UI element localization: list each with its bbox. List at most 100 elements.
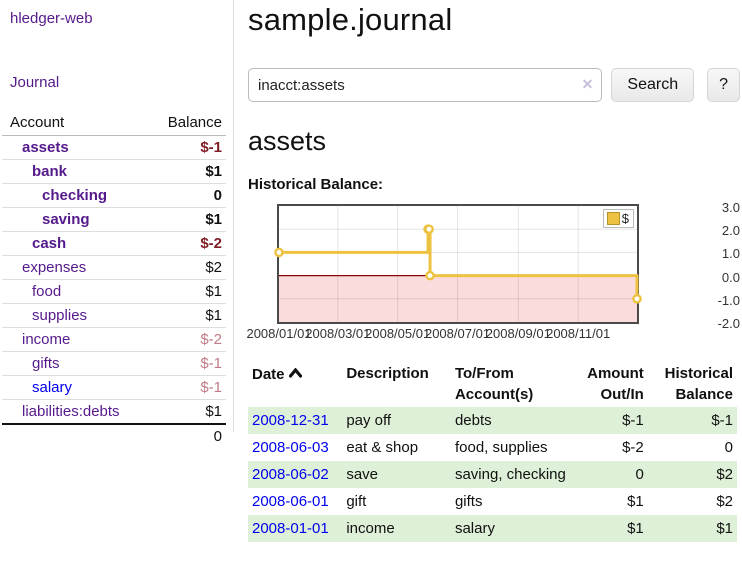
transaction-date-link[interactable]: 2008-06-02 bbox=[252, 466, 329, 483]
transaction-balance: $2 bbox=[716, 493, 733, 510]
help-button[interactable]: ? bbox=[707, 68, 740, 102]
account-link[interactable]: gifts bbox=[32, 355, 60, 372]
register-row: 2008-06-03 eat & shop food, supplies $-2 0 bbox=[248, 434, 737, 461]
transaction-date-link[interactable]: 2008-06-01 bbox=[252, 493, 329, 510]
app-title-link[interactable]: hledger-web bbox=[10, 10, 93, 27]
account-column-header: To/From Account(s) bbox=[454, 365, 534, 403]
y-axis-tick-label: 0.0 bbox=[721, 269, 740, 285]
register-row: 2008-12-31 pay off debts $-1 $-1 bbox=[248, 407, 737, 434]
accounts-total-row: 0 bbox=[2, 423, 226, 448]
transaction-date-link[interactable]: 2008-12-31 bbox=[252, 412, 329, 429]
legend-swatch-icon bbox=[606, 212, 620, 225]
account-balance: $1 bbox=[147, 207, 226, 232]
account-balance: $1 bbox=[147, 399, 226, 424]
x-axis-tick-label: 2008/05/01 bbox=[365, 326, 431, 341]
section-title: assets bbox=[248, 126, 327, 156]
sort-ascending-icon bbox=[288, 363, 302, 384]
account-row: food $1 bbox=[2, 279, 226, 304]
account-row: gifts $-1 bbox=[2, 351, 226, 376]
sidebar-item-journal[interactable]: Journal bbox=[10, 74, 60, 91]
transaction-accounts: food, supplies bbox=[454, 439, 548, 456]
y-axis-tick-label: -2.0 bbox=[717, 316, 740, 331]
account-link[interactable]: saving bbox=[42, 211, 90, 228]
account-link[interactable]: assets bbox=[22, 139, 69, 156]
search-button[interactable]: Search bbox=[611, 68, 695, 102]
account-row: cash $-2 bbox=[2, 231, 226, 256]
account-row: bank $1 bbox=[2, 159, 226, 184]
legend-label: $ bbox=[621, 211, 629, 226]
y-axis-tick-label: 1.0 bbox=[721, 246, 740, 262]
page-title: sample.journal bbox=[248, 2, 453, 37]
transaction-accounts: saving, checking bbox=[450, 461, 574, 488]
transaction-accounts: debts bbox=[450, 407, 574, 434]
historical-balance-chart: 3.0 2.0 1.0 0.0 -1.0 -2.0 $ 2008/01/01 2008/03… bbox=[246, 200, 740, 344]
x-axis-tick-label: 2008/11/01 bbox=[546, 326, 611, 341]
y-axis-tick-label: 2.0 bbox=[721, 223, 740, 239]
account-link[interactable]: liabilities:debts bbox=[22, 403, 120, 420]
search-bar: ✕ Search ? bbox=[248, 68, 740, 102]
transaction-balance: $-1 bbox=[647, 407, 737, 434]
x-axis-tick-label: 2008/09/01 bbox=[485, 326, 551, 341]
accounts-header-row: Account Balance bbox=[2, 111, 226, 136]
account-balance: $-1 bbox=[147, 351, 226, 376]
account-balance: $-2 bbox=[147, 327, 226, 352]
x-axis-tick-label: 2008/07/01 bbox=[424, 326, 491, 341]
account-row: expenses $2 bbox=[2, 255, 226, 280]
transaction-description: save bbox=[342, 461, 451, 488]
chart-label: Historical Balance: bbox=[248, 176, 384, 193]
transaction-description: pay off bbox=[342, 407, 451, 434]
account-balance: $1 bbox=[147, 303, 226, 328]
balance-column-header: Historical Balance bbox=[664, 365, 733, 403]
account-link[interactable]: checking bbox=[42, 187, 108, 204]
register-row: 2008-06-01 gift gifts $1 $2 bbox=[248, 488, 737, 515]
accounts-table: Account Balance assets $-1 bank $1 checking 0… bbox=[2, 111, 226, 448]
account-balance: 0 bbox=[147, 183, 226, 208]
account-link[interactable]: bank bbox=[32, 163, 68, 180]
account-balance: $1 bbox=[147, 159, 226, 184]
transaction-description: eat & shop bbox=[346, 439, 419, 456]
x-axis-tick-label: 2008/03/01 bbox=[305, 326, 371, 341]
transaction-accounts: salary bbox=[450, 515, 574, 542]
sidebar: hledger-web Journal Account Balance asse… bbox=[0, 0, 234, 448]
transaction-amount: 0 bbox=[573, 461, 648, 488]
x-axis-tick-label: 2008/01/01 bbox=[246, 326, 312, 341]
register-table: Date Description To/From Account(s) Amou… bbox=[248, 361, 737, 542]
chart-legend: $ bbox=[602, 209, 634, 228]
account-balance: $2 bbox=[147, 255, 226, 280]
account-link[interactable]: food bbox=[32, 283, 62, 300]
transaction-amount: $-1 bbox=[573, 407, 648, 434]
chart-x-axis-labels: 2008/01/01 2008/03/01 2008/05/01 2008/07/01… bbox=[246, 326, 639, 344]
account-balance: $-1 bbox=[147, 375, 226, 400]
transaction-date-link[interactable]: 2008-06-03 bbox=[252, 439, 329, 456]
account-link[interactable]: salary bbox=[32, 379, 73, 396]
transaction-accounts: gifts bbox=[454, 493, 483, 510]
transaction-description: gift bbox=[346, 493, 367, 510]
date-column-header[interactable]: Date bbox=[248, 361, 342, 407]
register-header-row: Date Description To/From Account(s) Amou… bbox=[248, 361, 737, 407]
description-column-header: Description bbox=[346, 365, 429, 382]
account-link[interactable]: cash bbox=[32, 235, 67, 252]
account-link[interactable]: income bbox=[22, 331, 71, 348]
account-balance: $1 bbox=[147, 279, 226, 304]
balance-column-header: Balance bbox=[147, 111, 226, 136]
chart-plot-area[interactable]: $ bbox=[274, 204, 642, 324]
search-input[interactable] bbox=[248, 68, 603, 102]
account-link[interactable]: expenses bbox=[22, 259, 87, 276]
account-balance: $-1 bbox=[200, 139, 222, 156]
transaction-date-link[interactable]: 2008-01-01 bbox=[252, 520, 329, 537]
clear-search-icon[interactable]: ✕ bbox=[581, 76, 594, 92]
account-row: liabilities:debts $1 bbox=[2, 399, 226, 424]
y-axis-tick-label: 3.0 bbox=[721, 200, 740, 215]
account-row: checking 0 bbox=[2, 183, 226, 208]
transaction-balance: $2 bbox=[647, 461, 737, 488]
transaction-description: income bbox=[342, 515, 451, 542]
transaction-balance: $1 bbox=[647, 515, 737, 542]
account-row: salary $-1 bbox=[2, 375, 226, 400]
register-row: 2008-01-01 income salary $1 $1 bbox=[248, 515, 737, 542]
account-row: assets $-1 bbox=[2, 136, 226, 160]
account-balance: $-2 bbox=[147, 231, 226, 256]
register-row: 2008-06-02 save saving, checking 0 $2 bbox=[248, 461, 737, 488]
account-link[interactable]: supplies bbox=[32, 307, 88, 324]
account-row: supplies $1 bbox=[2, 303, 226, 328]
account-column-header: Account bbox=[2, 111, 147, 136]
